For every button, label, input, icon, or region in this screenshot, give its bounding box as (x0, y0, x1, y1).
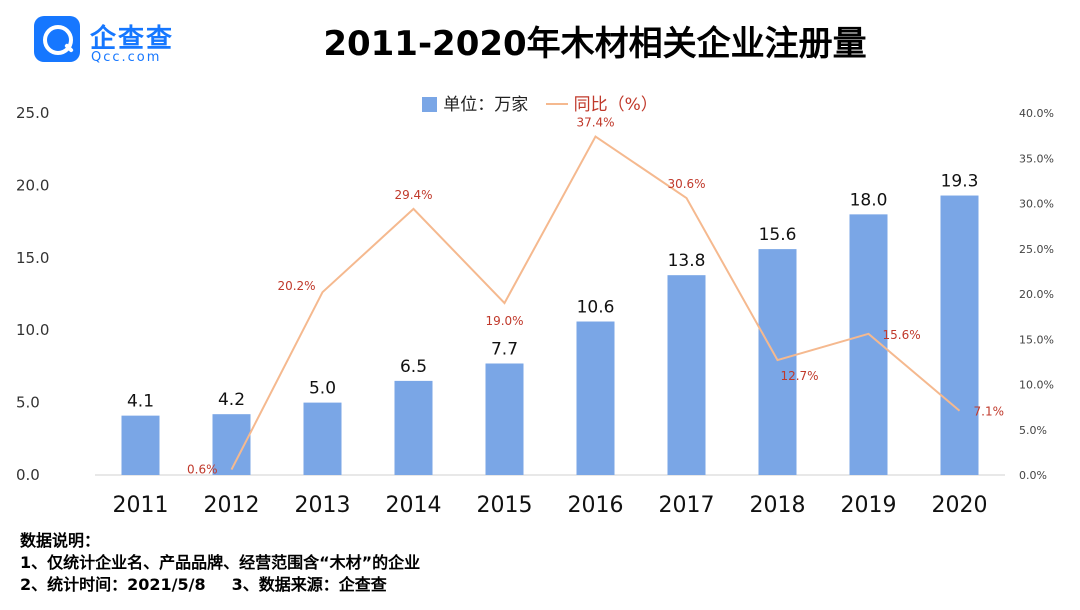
x-tick-label: 2012 (204, 493, 260, 518)
bar (576, 321, 615, 475)
bar-data-label: 19.3 (941, 172, 979, 192)
notes-line-1: 1、仅统计企业名、产品品牌、经营范围含“木材”的企业 (20, 553, 421, 572)
bar-data-label: 4.2 (218, 390, 245, 410)
x-tick-label: 2011 (113, 493, 169, 518)
bar (485, 363, 524, 475)
y-left-tick-label: 0.0 (16, 466, 40, 484)
qcc-logo: 企查查 Qcc.com (34, 16, 194, 65)
x-tick-label: 2013 (295, 493, 351, 518)
data-notes: 数据说明： 1、仅统计企业名、产品品牌、经营范围含“木材”的企业 2、统计时间：… (20, 530, 420, 596)
y-left-tick-label: 15.0 (16, 249, 49, 267)
y-right-tick-label: 10.0% (1019, 379, 1054, 392)
x-tick-label: 2016 (568, 493, 624, 518)
line-data-label: 29.4% (394, 188, 432, 202)
legend-bar-item: 单位：万家 (422, 90, 528, 115)
notes-line-2: 2、统计时间：2021/5/8 3、数据来源：企查查 (20, 574, 420, 596)
y-right-tick-label: 25.0% (1019, 243, 1054, 256)
bar (667, 275, 706, 475)
bar (940, 195, 979, 475)
logo-name: 企查查 (90, 24, 175, 54)
x-tick-label: 2014 (386, 493, 442, 518)
x-tick-label: 2017 (659, 493, 715, 518)
y-right-tick-label: 40.0% (1019, 107, 1054, 120)
legend-bar-swatch (422, 97, 438, 112)
y-left-tick-label: 10.0 (16, 321, 49, 339)
y-left-tick-label: 5.0 (16, 394, 40, 412)
legend-bar-label: 单位：万家 (443, 95, 529, 115)
x-tick-label: 2018 (750, 493, 806, 518)
bar-data-label: 6.5 (400, 357, 427, 377)
notes-heading: 数据说明： (20, 531, 101, 550)
line-data-label: 7.1% (974, 405, 1005, 419)
y-right-tick-label: 20.0% (1019, 288, 1054, 301)
bar-data-label: 18.0 (850, 190, 888, 210)
bar-data-label: 4.1 (127, 392, 154, 412)
bar-data-label: 5.0 (309, 379, 336, 399)
bar-data-label: 10.6 (577, 298, 615, 318)
qcc-logo-icon (34, 16, 80, 62)
y-right-tick-label: 5.0% (1019, 424, 1047, 437)
legend-line-label: 同比（%） (573, 95, 658, 115)
chart-legend: 单位：万家 同比（%） (0, 90, 1080, 115)
bar (394, 380, 433, 475)
y-right-tick-label: 15.0% (1019, 333, 1054, 346)
x-tick-label: 2020 (932, 493, 988, 518)
x-tick-label: 2015 (477, 493, 533, 518)
bar-data-label: 15.6 (759, 225, 797, 245)
legend-line-swatch (545, 103, 568, 105)
line-data-label: 12.7% (780, 369, 818, 383)
line-data-label: 37.4% (576, 116, 614, 130)
logo-domain: Qcc.com (91, 50, 162, 65)
chart-title: 2011-2020年木材相关企业注册量 (323, 24, 867, 64)
y-right-tick-label: 30.0% (1019, 198, 1054, 211)
line-data-label: 19.0% (485, 314, 523, 328)
yoy-line (230, 135, 961, 471)
y-left-tick-label: 20.0 (16, 176, 49, 194)
y-left-tick-label: 25.0 (16, 104, 49, 122)
y-right-tick-label: 0.0% (1019, 469, 1047, 482)
legend-line-item: 同比（%） (545, 90, 658, 115)
bar (121, 415, 160, 475)
line-data-label: 20.2% (277, 279, 315, 293)
line-data-label: 0.6% (187, 463, 218, 477)
notes-date: 2、统计时间：2021/5/8 (20, 575, 206, 594)
line-data-label: 15.6% (883, 328, 921, 342)
bar-data-label: 7.7 (491, 340, 518, 360)
bar (758, 249, 797, 475)
bar-data-label: 13.8 (668, 251, 706, 271)
bar (303, 402, 342, 475)
y-right-tick-label: 35.0% (1019, 152, 1054, 165)
line-data-label: 30.6% (667, 177, 705, 191)
x-tick-label: 2019 (841, 493, 897, 518)
notes-source: 3、数据来源：企查查 (231, 575, 387, 594)
